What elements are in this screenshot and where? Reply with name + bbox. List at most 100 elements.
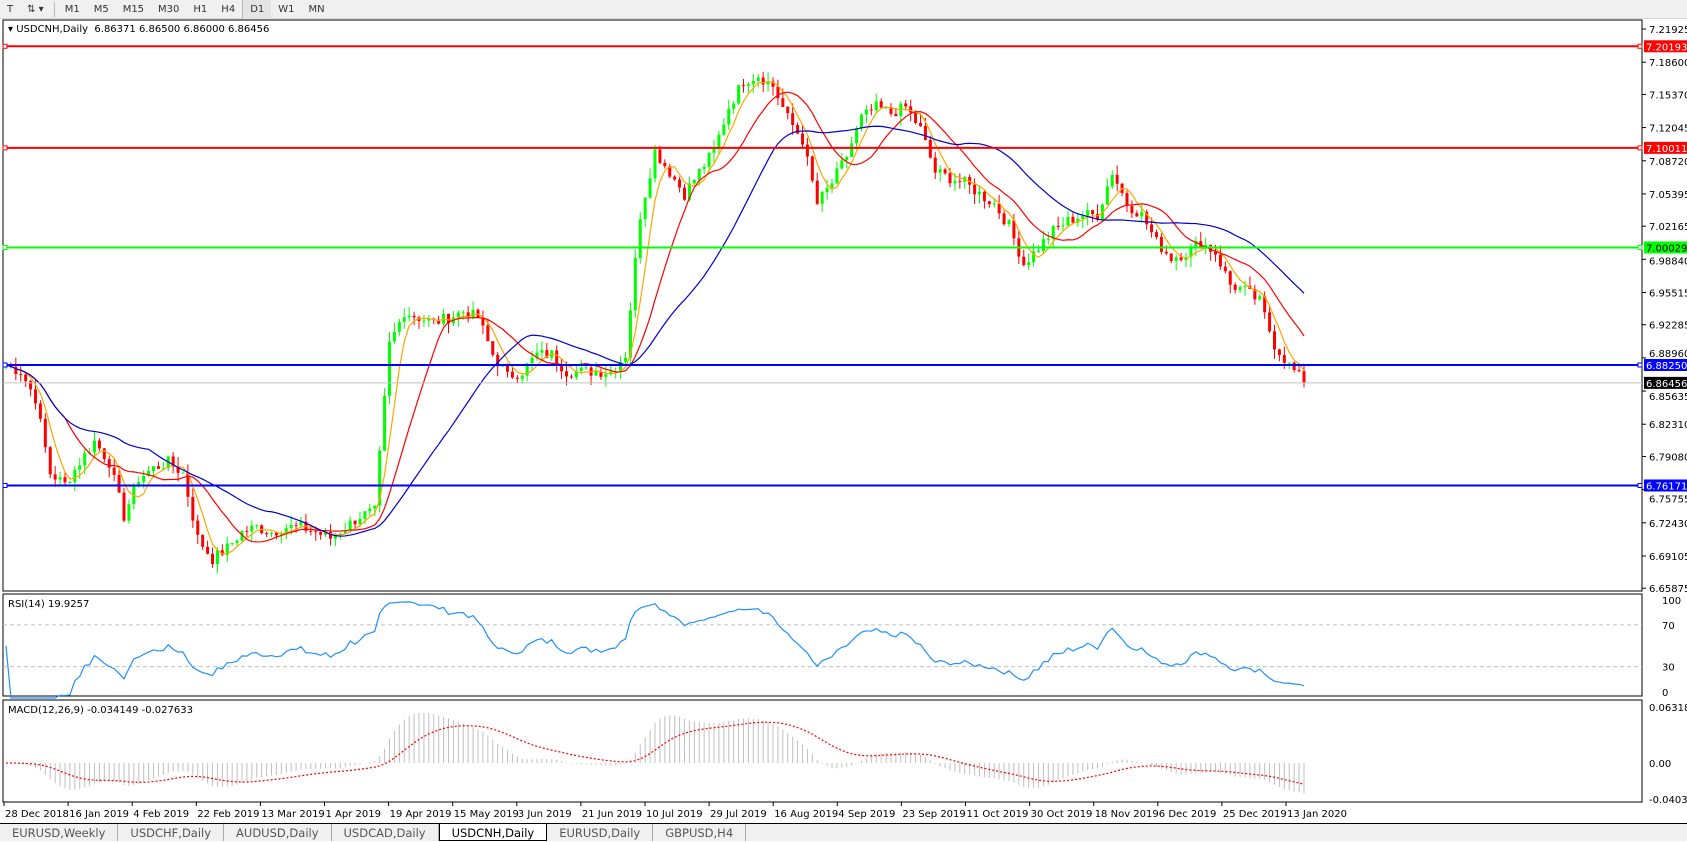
candle-body <box>697 169 701 180</box>
candle-body <box>127 504 131 521</box>
candle-body <box>102 448 106 460</box>
candle-body <box>191 496 195 521</box>
level-handle <box>1637 43 1643 49</box>
chart-tab[interactable]: GBPUSD,H4 <box>653 824 747 841</box>
candle-body <box>845 156 849 161</box>
date-axis-label: 23 Sep 2019 <box>902 809 965 820</box>
candle-body <box>122 492 126 521</box>
candle-body <box>506 365 509 372</box>
candle-body <box>860 114 863 129</box>
text-tool-icon[interactable]: T <box>7 3 14 15</box>
candle-body <box>422 320 426 322</box>
candle-body <box>545 350 549 358</box>
toolbar-separator <box>53 1 55 17</box>
candle-body <box>604 374 608 377</box>
candle-body <box>152 466 155 471</box>
candle-body <box>801 133 804 145</box>
candle-body <box>786 106 790 114</box>
date-axis-label: 29 Jul 2019 <box>710 809 767 820</box>
level-handle <box>2 482 8 488</box>
shapes-dropdown-icon[interactable]: ⇅ ▾ <box>27 3 44 15</box>
level-handle <box>2 43 8 49</box>
candle-body <box>805 144 809 157</box>
level-handle <box>1637 362 1643 368</box>
price-axis-label: 7.18600 <box>1649 58 1687 69</box>
chart-tab[interactable]: AUDUSD,Daily <box>224 824 332 841</box>
level-handle <box>1637 244 1643 250</box>
symbol-label: USDCNH,Daily <box>16 24 89 35</box>
candle-body <box>176 466 180 473</box>
chart-tab[interactable]: EURUSD,Daily <box>547 824 654 841</box>
timeframe-group: M1 M5 M15 M30 H1 H4 D1 W1 MN <box>58 0 332 19</box>
candle-body <box>628 310 632 358</box>
candle-body <box>864 109 868 115</box>
candle-body <box>909 106 913 113</box>
candle-body <box>569 376 573 378</box>
candle-body <box>869 109 873 111</box>
timeframe-m5[interactable]: M5 <box>93 3 109 15</box>
candle-body <box>923 126 927 140</box>
timeframe-d1[interactable]: D1 <box>242 0 272 19</box>
level-price-label: 6.76171 <box>1646 481 1687 492</box>
candle-body <box>43 418 47 448</box>
candle-body <box>948 173 952 184</box>
candle-body <box>412 315 416 318</box>
candle-body <box>825 187 829 192</box>
candle-body <box>289 524 293 529</box>
candle-body <box>683 187 686 200</box>
candle-body <box>510 371 514 378</box>
date-axis-label: 6 Dec 2019 <box>1159 809 1217 820</box>
candle-body <box>245 530 249 532</box>
candle-body <box>584 367 588 369</box>
toolbar: T ⇅ ▾ M1 M5 M15 M30 H1 H4 D1 W1 MN <box>0 0 1687 19</box>
candle-body <box>1194 241 1198 247</box>
chart-tab[interactable]: USDCHF,Daily <box>118 824 225 841</box>
timeframe-m15[interactable]: M15 <box>122 3 145 15</box>
candle-body <box>1228 271 1232 285</box>
candle-body <box>388 341 391 396</box>
rsi-axis-label: 0 <box>1662 688 1668 699</box>
timeframe-mn[interactable]: MN <box>308 3 325 15</box>
date-axis-label: 15 May 2019 <box>454 809 519 820</box>
candle-body <box>1164 251 1168 254</box>
rsi-label: RSI(14) 19.9257 <box>8 599 89 610</box>
date-axis-label: 16 Aug 2019 <box>774 809 838 820</box>
main-panel <box>2 19 1643 592</box>
candle-body <box>206 546 210 554</box>
date-axis-label: 22 Feb 2019 <box>197 809 259 820</box>
candle-body <box>68 481 72 483</box>
candle-body <box>1150 224 1154 233</box>
timeframe-w1[interactable]: W1 <box>278 3 295 15</box>
date-axis-label: 10 Jul 2019 <box>646 809 703 820</box>
candle-body <box>938 169 942 173</box>
price-axis-label: 6.85635 <box>1649 392 1687 403</box>
candle-body <box>756 77 760 81</box>
timeframe-h1[interactable]: H1 <box>193 3 208 15</box>
chart-tab[interactable]: EURUSD,Weekly <box>0 824 119 841</box>
candle-body <box>201 534 205 547</box>
candle-body <box>1145 211 1149 225</box>
candle-body <box>294 524 298 526</box>
chart-tab[interactable]: USDCAD,Daily <box>332 824 439 841</box>
candle-body <box>565 371 568 377</box>
candle-body <box>48 447 52 475</box>
date-axis-label: 18 Nov 2019 <box>1095 809 1159 820</box>
current-price-tag <box>1644 376 1687 389</box>
timeframe-m30[interactable]: M30 <box>158 3 180 15</box>
rsi-panel <box>2 593 1643 697</box>
candle-body <box>1184 257 1188 261</box>
candle-body <box>1002 213 1006 225</box>
candle-body <box>112 467 116 475</box>
timeframe-h4[interactable]: H4 <box>221 3 236 15</box>
timeframe-m1[interactable]: M1 <box>64 3 80 15</box>
candle-body <box>1125 193 1129 206</box>
candle-body <box>889 107 893 114</box>
candle-body <box>953 181 957 184</box>
chart-tab[interactable]: USDCNH,Daily <box>438 824 548 841</box>
candle-body <box>107 459 111 468</box>
candle-body <box>368 508 372 512</box>
chart-canvas[interactable]: 7.21925 7.18600 7.15370 7.12045 7.08720 7.053… <box>0 19 1687 823</box>
candle-body <box>270 532 273 534</box>
candle-body <box>466 312 470 319</box>
candle-body <box>397 321 401 332</box>
